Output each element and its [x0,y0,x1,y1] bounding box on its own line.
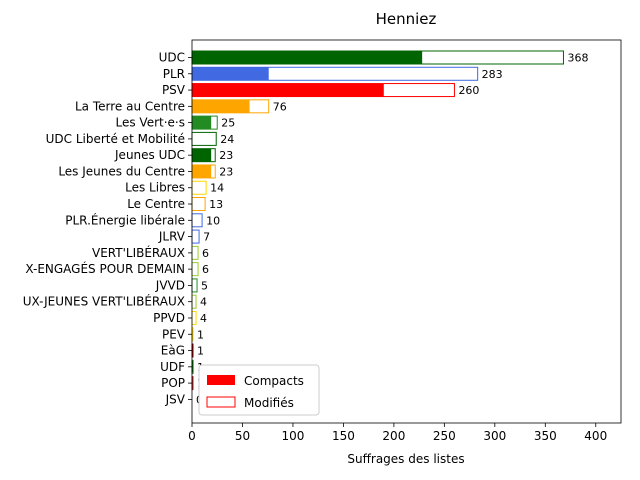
bar-value-label: 23 [219,165,233,178]
bar-total [191,213,203,228]
y-tick-label: PLR.Énergie libérale [65,212,185,227]
bar-total [191,278,198,293]
y-tick-label: EàG [161,344,185,358]
y-tick-label: UDC [159,51,185,65]
bar-compacts [192,83,384,97]
bar-value-label: 1 [197,345,204,358]
x-tick-label: 0 [188,429,196,443]
y-tick-label: La Terre au Centre [75,99,185,113]
y-tick-label: UDC Liberté et Mobilité [46,132,185,146]
bar-value-label: 13 [209,198,223,211]
legend: Compacts Modifiés [198,364,320,416]
bar-compacts [192,148,212,162]
bar-value-label: 24 [220,133,234,146]
bar-compacts [192,164,212,178]
bar-compacts [192,51,423,64]
bar-value-label: 260 [458,84,479,97]
bar-compacts [192,116,212,130]
x-tick-label: 400 [584,429,607,443]
bar-total [191,294,197,309]
bar-value-label: 4 [200,296,207,309]
y-tick-label: UX-JEUNES VERT'LIBÉRAUX [23,294,185,309]
bar-value-label: 5 [201,279,208,292]
bar-value-label: 4 [200,312,207,325]
bar-value-label: 1 [197,328,204,341]
x-tick-label: 350 [534,429,557,443]
bar-value-label: 76 [273,100,287,113]
bar-value-label: 23 [219,149,233,162]
y-tick-label: Jeunes UDC [114,148,185,162]
bar-value-label: 10 [206,214,220,227]
y-tick-label: PEV [162,327,186,341]
bar-total [191,310,197,325]
y-tick-label: Les Vert·e·s [116,116,186,130]
bar-value-label: 368 [567,52,588,65]
y-tick-label: JVVD [155,278,185,292]
y-tick-label: VERT'LIBÉRAUX [92,245,185,260]
bar-value-label: 283 [482,68,503,81]
y-tick-label: UDF [160,360,185,374]
legend-label-compacts: Compacts [244,374,304,388]
legend-swatch-compacts [207,375,235,385]
x-tick-label: 300 [483,429,506,443]
bar-compacts [192,99,250,113]
bar-value-label: 6 [202,263,209,276]
legend-label-modifies: Modifiés [244,396,294,410]
x-tick-label: 50 [235,429,250,443]
bar-total [191,262,199,277]
bar-value-label: 25 [221,117,235,130]
x-tick-label: 250 [433,429,456,443]
bar-value-label: 7 [203,231,210,244]
x-tick-label: 200 [382,429,405,443]
bar-total [191,229,200,244]
bars-layer [191,50,564,391]
chart-title: Henniez [376,10,437,28]
bar-total [191,197,206,212]
y-tick-label: PPVD [153,311,185,325]
y-tick-labels: UDC PLR PSV La Terre au Centre Les Vert·e·s U… [23,51,186,407]
y-tick-label: JLRV [158,230,186,244]
bar-total [191,245,199,260]
x-tick-label: 150 [332,429,355,443]
y-tick-label: POP [161,376,185,390]
bar-total [191,180,207,195]
y-tick-label: PSV [162,83,186,97]
bar-value-label: 14 [210,182,224,195]
x-axis-label: Suffrages des listes [347,452,464,466]
bar-compacts [192,376,194,390]
y-tick-label: Les Jeunes du Centre [58,164,185,178]
y-tick-label: X-ENGAGÉS POUR DEMAIN [25,261,185,276]
x-tick-label: 100 [281,429,304,443]
bar-value-label: 6 [202,247,209,260]
y-tick-label: Le Centre [127,197,185,211]
y-tick-label: Les Libres [125,181,185,195]
bar-compacts [192,344,194,358]
plot-frame [191,39,622,424]
y-tick-label: PLR [163,67,185,81]
bar-compacts [192,67,269,81]
legend-swatch-modifies [206,396,236,408]
y-tick-label: JSV [165,392,186,406]
x-axis: 0 50 100 150 200 250 300 350 400 [188,57,607,443]
bar-total [191,131,217,146]
